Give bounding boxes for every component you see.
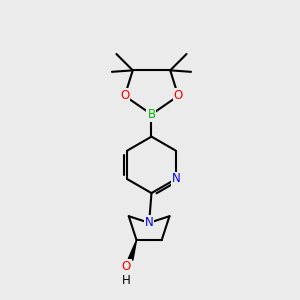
- Text: N: N: [145, 216, 154, 229]
- Text: O: O: [122, 260, 131, 273]
- Text: B: B: [147, 108, 155, 121]
- Text: O: O: [174, 89, 183, 102]
- Text: N: N: [172, 172, 180, 185]
- Text: O: O: [120, 89, 129, 102]
- Text: H: H: [122, 274, 130, 287]
- Polygon shape: [128, 240, 136, 260]
